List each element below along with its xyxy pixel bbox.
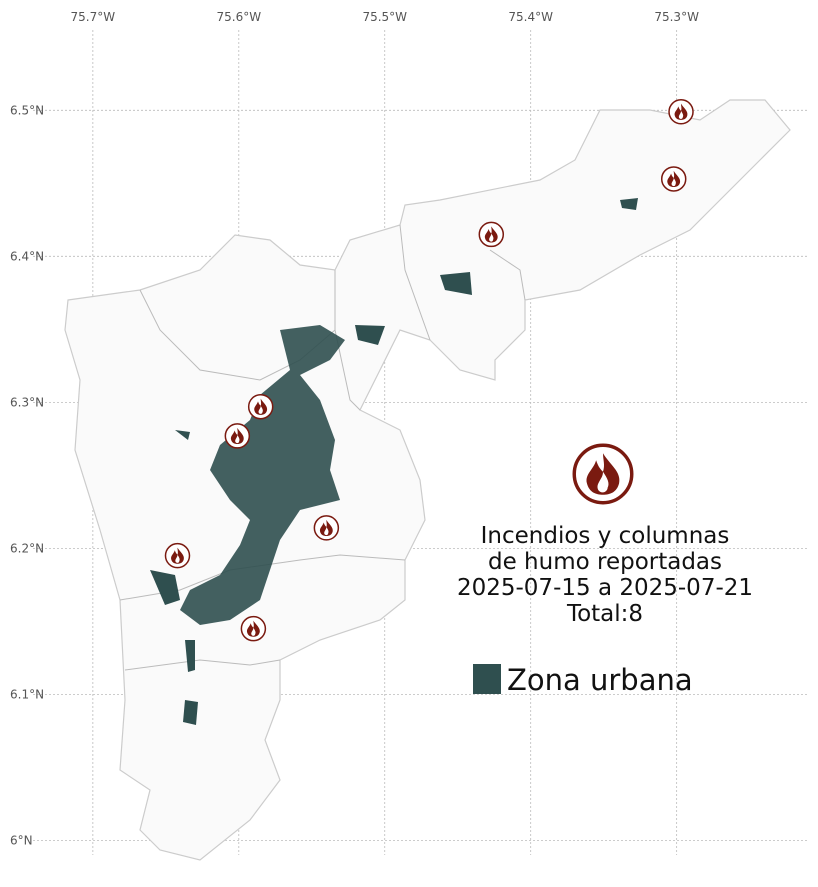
- fire-flame: [246, 620, 260, 637]
- fire-circle: [660, 166, 687, 192]
- title-line: de humo reportadas: [488, 549, 722, 575]
- fire-marker: [668, 99, 694, 125]
- fire-circle: [478, 221, 505, 248]
- x-tick-label: 75.7°W: [71, 10, 116, 24]
- region-outline: [64, 99, 791, 861]
- y-tick-label: 6.3°N: [10, 395, 44, 409]
- fire-flame: [230, 427, 244, 445]
- y-tick-label: 6.1°N: [10, 687, 44, 701]
- x-tick-label: 75.3°W: [654, 10, 699, 24]
- fire-flame: [171, 547, 184, 564]
- fire-circle: [668, 99, 694, 125]
- fire-circle: [247, 393, 274, 420]
- fire-markers: [164, 99, 694, 642]
- y-tick-label: 6.5°N: [10, 103, 44, 117]
- x-tick-label: 75.4°W: [508, 10, 553, 24]
- x-tick-label: 75.6°W: [216, 10, 261, 24]
- urban-zones: [150, 198, 638, 725]
- y-tick-label: 6.4°N: [10, 249, 44, 263]
- title-line: Total:8: [566, 601, 643, 627]
- fire-circle: [313, 515, 340, 541]
- fire-circle: [240, 615, 267, 642]
- fire-circle: [224, 423, 251, 449]
- title-line: Incendios y columnas: [481, 523, 730, 549]
- legend-label: Zona urbana: [507, 663, 693, 697]
- y-tick-label: 6.2°N: [10, 541, 44, 555]
- fire-marker: [313, 515, 340, 541]
- legend-swatch: [473, 664, 501, 694]
- fire-marker: [164, 542, 191, 569]
- fire-marker: [660, 166, 687, 192]
- fire-flame: [254, 398, 268, 415]
- y-tick-label: 6°N: [10, 833, 33, 847]
- fire-flame: [484, 226, 498, 243]
- fire-marker: [478, 221, 505, 248]
- fire-marker: [224, 423, 251, 449]
- fire-flame: [667, 170, 681, 188]
- title-line: 2025-07-15 a 2025-07-21: [457, 575, 753, 601]
- fire-marker: [240, 615, 267, 642]
- fire-flame: [674, 103, 688, 120]
- fire-circle: [164, 542, 191, 569]
- legend-icon: [572, 443, 634, 505]
- x-tick-label: 75.5°W: [362, 10, 407, 24]
- fire-marker: [247, 393, 274, 420]
- fire-flame: [319, 519, 333, 537]
